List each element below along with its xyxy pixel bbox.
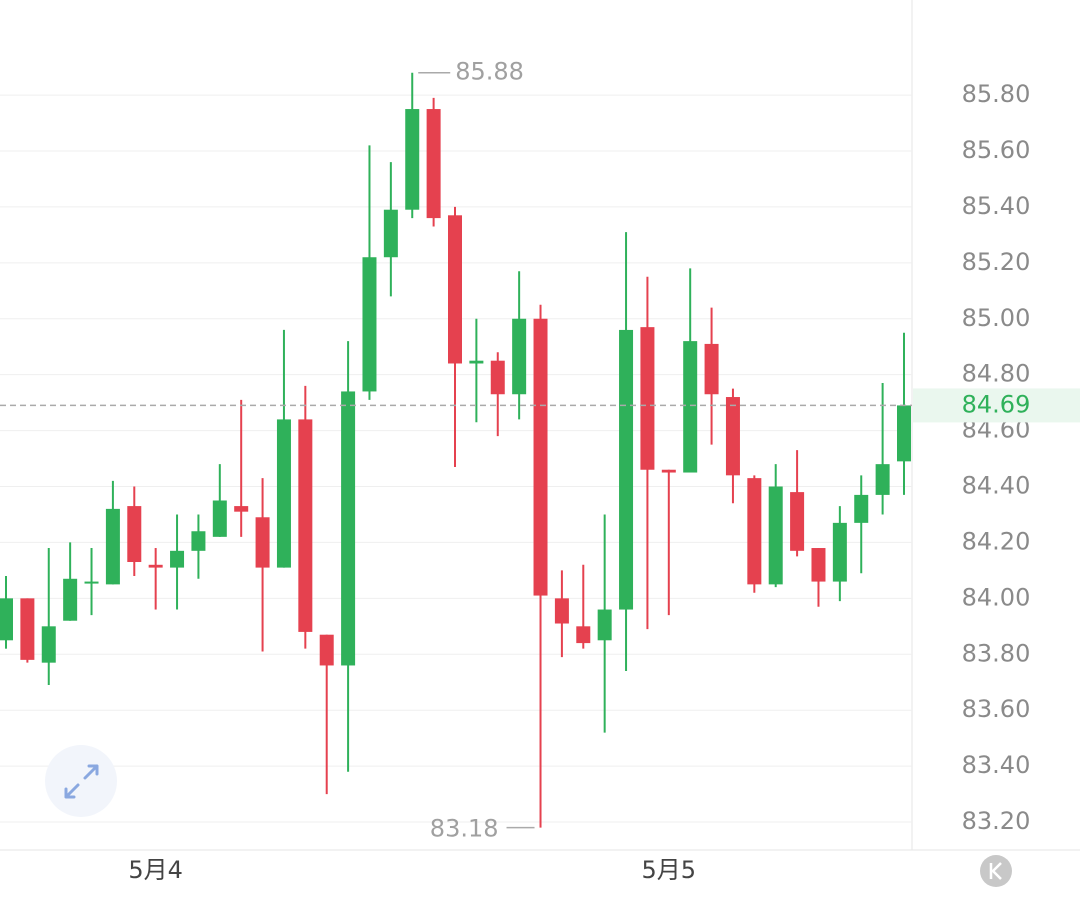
y-tick-label: 85.20 [962,248,1031,276]
y-tick-label: 85.60 [962,136,1031,164]
candle-body [832,522,847,582]
candle-body [469,360,484,364]
y-tick-label: 85.40 [962,192,1031,220]
candle-body [854,494,869,523]
candle-body [448,215,462,364]
candle-body [362,257,377,392]
last-price-box [913,388,1080,423]
candle-body [747,478,762,585]
candle-body [640,327,655,470]
candle-body [191,531,206,551]
candle-body [512,318,527,395]
y-tick-label: 84.40 [962,472,1031,500]
candle-body [554,598,569,624]
candle-body [170,550,185,568]
candle-body [597,609,612,641]
y-tick-label: 83.40 [962,751,1031,779]
candle-body [383,209,398,258]
low-marker-label: 83.18 [430,815,499,843]
candle-body [234,506,249,512]
candle-body [341,391,356,666]
candle-body [875,464,890,495]
candle-body [255,517,270,568]
candle-body [405,109,420,210]
y-tick-label: 84.00 [962,583,1031,611]
candle-body [704,343,719,395]
high-marker-label: 85.88 [455,58,524,86]
candle-body [148,564,163,568]
y-tick-label: 83.20 [962,807,1031,835]
candle-body [84,581,99,584]
candle-body [811,548,826,582]
candle-body [533,318,548,596]
candle-body [768,486,783,585]
candle-body [576,626,591,644]
candle-body [661,469,676,473]
last-price-label: 84.69 [962,390,1031,418]
candle-body [20,598,35,660]
x-tick-label: 5月4 [128,856,183,884]
candle-body [897,405,911,462]
candle-body [276,419,291,568]
candle-body [490,360,505,395]
candle-body [319,634,334,666]
candle-body [105,508,120,585]
candle-body [790,492,805,551]
candle-body [725,397,740,476]
candle-body [63,578,78,621]
candle-body [212,500,227,537]
candle-body [683,341,698,473]
x-tick-label: 5月5 [642,856,697,884]
y-tick-label: 85.80 [962,80,1031,108]
candle-body [426,109,441,219]
y-tick-label: 83.80 [962,639,1031,667]
plot: 83.2083.4083.6083.8084.0084.2084.4084.60… [0,58,1080,884]
expand-button[interactable] [45,745,117,817]
y-tick-label: 83.60 [962,695,1031,723]
candle-body [298,419,313,632]
y-tick-label: 84.80 [962,360,1031,388]
y-tick-label: 84.20 [962,527,1031,555]
candle-body [619,329,634,610]
candle-body [0,598,13,641]
kline-button[interactable] [980,855,1012,887]
candle-body [127,506,142,563]
candle-body [41,626,56,663]
y-tick-label: 85.00 [962,304,1031,332]
